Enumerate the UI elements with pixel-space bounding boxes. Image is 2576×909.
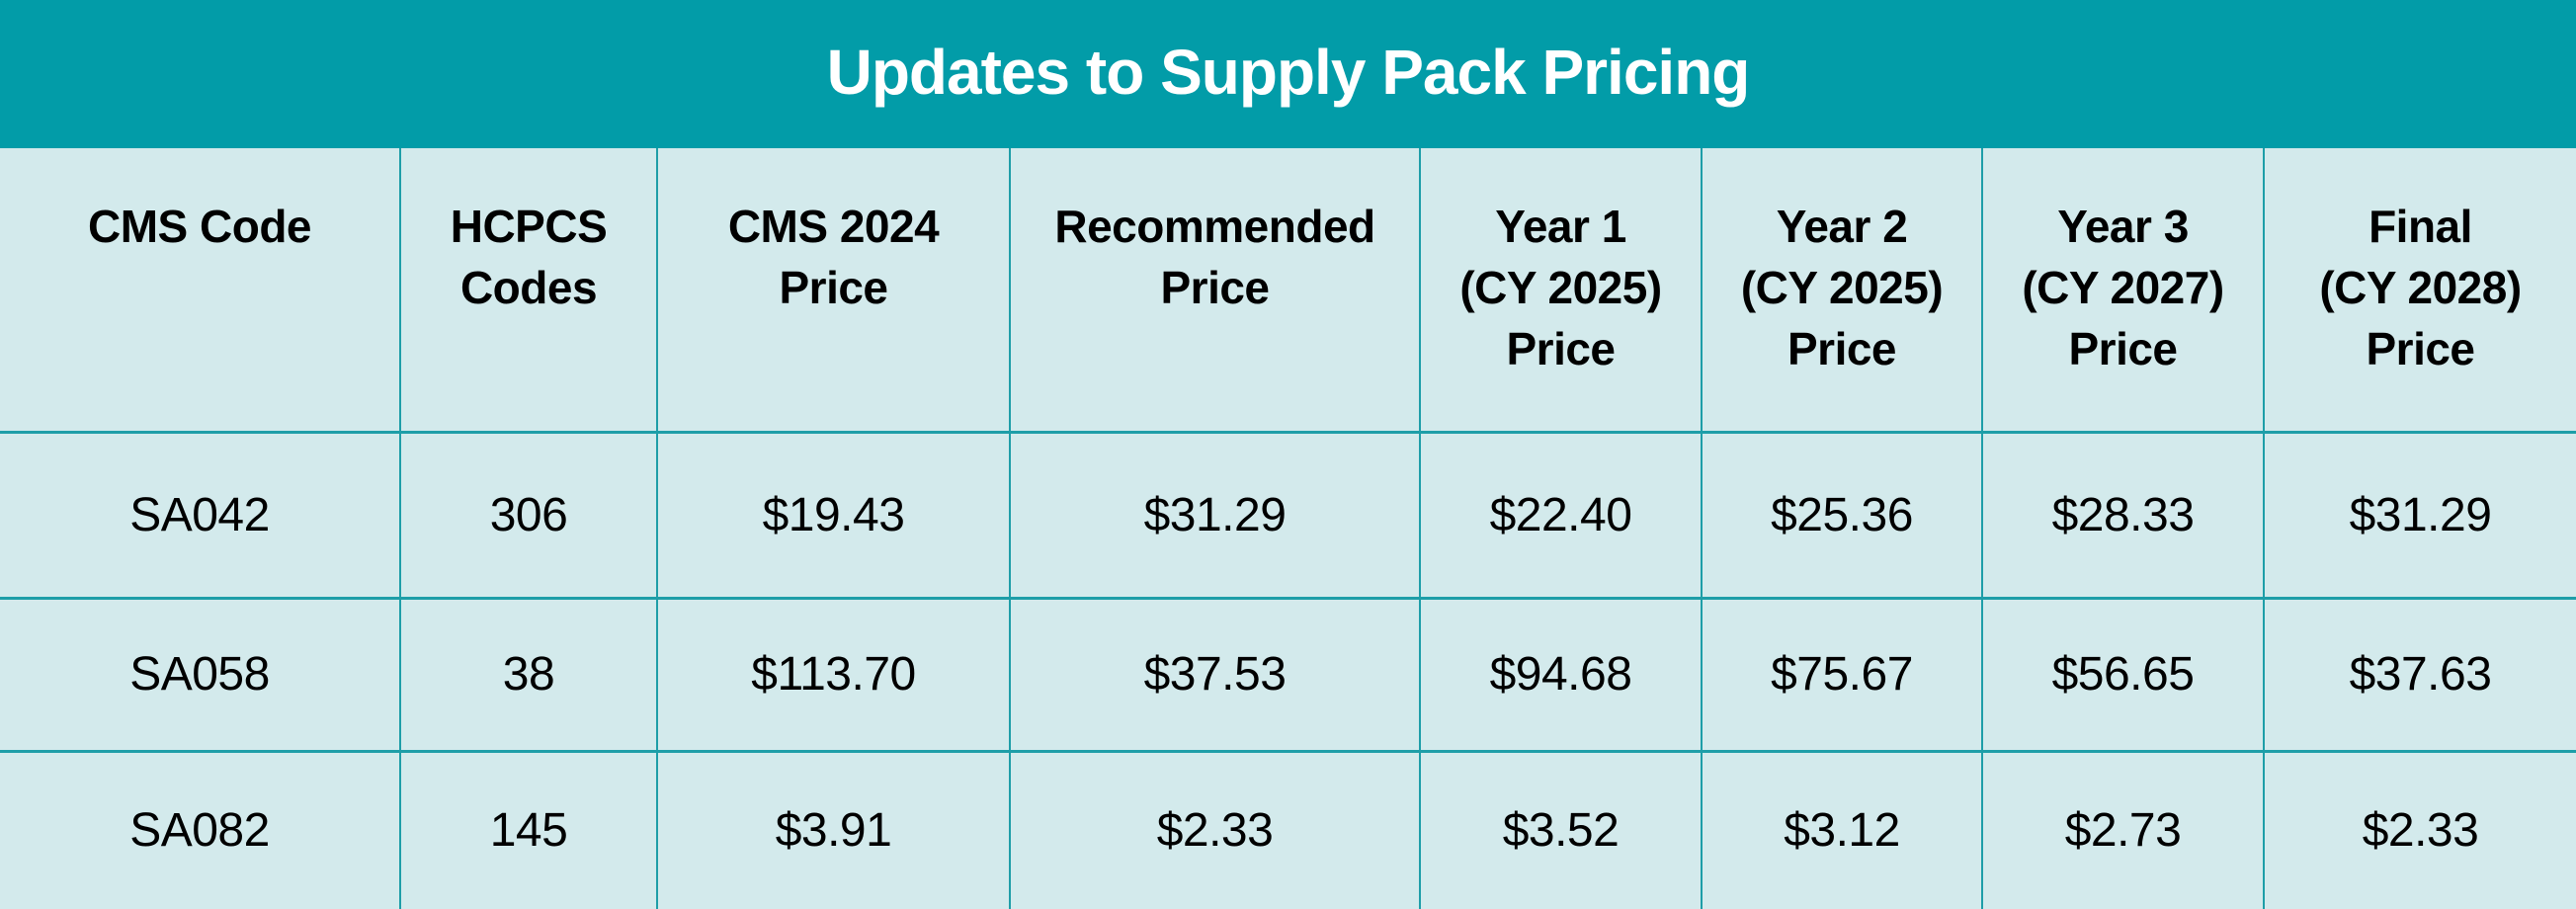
- col-header-year1-price: Year 1 (CY 2025) Price: [1419, 148, 1703, 432]
- header-line: Codes: [459, 262, 598, 313]
- cell-cms-2024-price: $113.70: [656, 598, 1011, 751]
- header-line: Recommended: [1054, 201, 1375, 252]
- col-header-year3-price: Year 3 (CY 2027) Price: [1981, 148, 2265, 432]
- header-line: CMS Code: [88, 201, 312, 252]
- cell-recommended-price: $2.33: [1009, 751, 1421, 909]
- cell-hcpcs-codes: 38: [399, 598, 658, 751]
- header-line: (CY 2025): [1740, 262, 1944, 313]
- cell-cms-2024-price: $19.43: [656, 432, 1011, 598]
- cell-final-price: $2.33: [2263, 751, 2576, 909]
- table-row: SA042 306 $19.43 $31.29 $22.40 $25.36 $2…: [0, 432, 2576, 598]
- col-header-cms-code: CMS Code: [0, 148, 401, 432]
- cell-final-price: $37.63: [2263, 598, 2576, 751]
- header-line: Price: [1506, 323, 1616, 374]
- header-line: Price: [1787, 323, 1897, 374]
- header-line: Year 2: [1776, 201, 1908, 252]
- cell-recommended-price: $31.29: [1009, 432, 1421, 598]
- cell-year1-price: $94.68: [1419, 598, 1703, 751]
- cell-cms-code: SA042: [0, 432, 401, 598]
- header-line: HCPCS: [450, 201, 608, 252]
- header-line: (CY 2027): [2022, 262, 2224, 313]
- col-header-cms-2024-price: CMS 2024 Price: [656, 148, 1011, 432]
- cell-year3-price: $2.73: [1981, 751, 2265, 909]
- cell-cms-code: SA058: [0, 598, 401, 751]
- cell-recommended-price: $37.53: [1009, 598, 1421, 751]
- cell-year2-price: $75.67: [1701, 598, 1983, 751]
- cell-year1-price: $3.52: [1419, 751, 1703, 909]
- header-line: Price: [2068, 323, 2178, 374]
- col-header-year2-price: Year 2 (CY 2025) Price: [1701, 148, 1983, 432]
- table-title: Updates to Supply Pack Pricing: [826, 37, 1751, 108]
- pricing-table: CMS Code HCPCS Codes CMS 2024 Price Reco…: [0, 148, 2576, 909]
- cell-final-price: $31.29: [2263, 432, 2576, 598]
- header-line: Price: [2366, 323, 2475, 374]
- header-row: CMS Code HCPCS Codes CMS 2024 Price Reco…: [0, 148, 2576, 432]
- title-banner: Updates to Supply Pack Pricing: [0, 0, 2576, 148]
- cell-cms-2024-price: $3.91: [656, 751, 1011, 909]
- cell-year2-price: $25.36: [1701, 432, 1983, 598]
- header-line: (CY 2028): [2319, 262, 2522, 313]
- header-line: CMS 2024: [727, 201, 940, 252]
- cell-year2-price: $3.12: [1701, 751, 1983, 909]
- col-header-hcpcs-codes: HCPCS Codes: [399, 148, 658, 432]
- cell-year1-price: $22.40: [1419, 432, 1703, 598]
- header-line: Price: [779, 262, 888, 313]
- table-row: SA082 145 $3.91 $2.33 $3.52 $3.12 $2.73 …: [0, 751, 2576, 909]
- col-header-final-price: Final (CY 2028) Price: [2263, 148, 2576, 432]
- cell-hcpcs-codes: 306: [399, 432, 658, 598]
- header-line: Price: [1160, 262, 1270, 313]
- header-line: (CY 2025): [1459, 262, 1662, 313]
- header-line: Final: [2368, 201, 2472, 252]
- col-header-recommended-price: Recommended Price: [1009, 148, 1421, 432]
- table-row: SA058 38 $113.70 $37.53 $94.68 $75.67 $5…: [0, 598, 2576, 751]
- header-line: Year 3: [2057, 201, 2189, 252]
- cell-cms-code: SA082: [0, 751, 401, 909]
- cell-year3-price: $56.65: [1981, 598, 2265, 751]
- header-line: Year 1: [1495, 201, 1626, 252]
- cell-year3-price: $28.33: [1981, 432, 2265, 598]
- cell-hcpcs-codes: 145: [399, 751, 658, 909]
